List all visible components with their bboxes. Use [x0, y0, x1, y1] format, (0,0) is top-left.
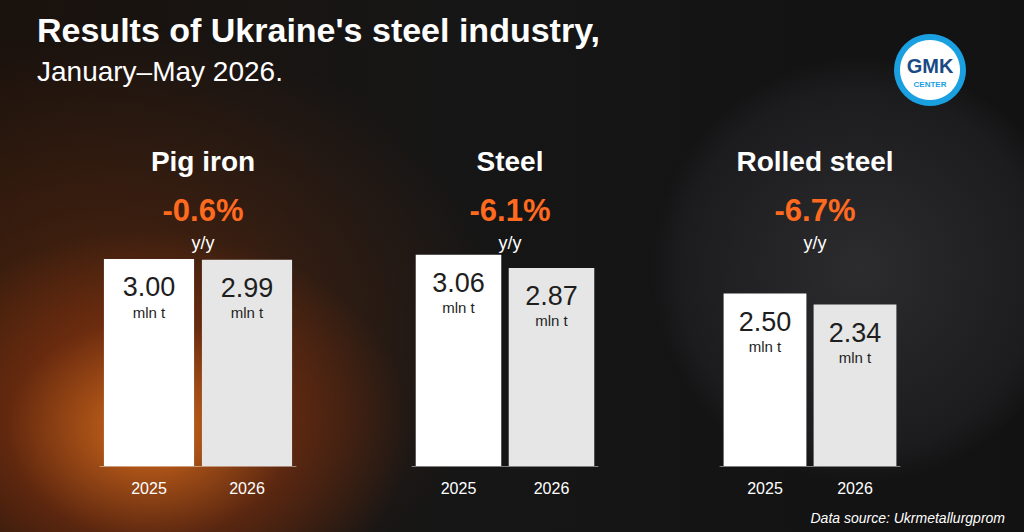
svg-text:mln t: mln t [839, 349, 872, 366]
svg-text:January–May 2026.: January–May 2026. [37, 56, 283, 87]
svg-text:Data source: Ukrmetallurgprom: Data source: Ukrmetallurgprom [810, 510, 1005, 526]
svg-text:Results of Ukraine's steel ind: Results of Ukraine's steel industry, [37, 11, 600, 49]
svg-text:CENTER: CENTER [914, 80, 947, 89]
svg-text:3.00: 3.00 [123, 272, 176, 302]
svg-text:2.50: 2.50 [739, 307, 792, 337]
svg-text:mln t: mln t [133, 304, 166, 321]
svg-text:2.87: 2.87 [525, 281, 578, 311]
svg-text:2026: 2026 [534, 480, 570, 497]
svg-text:3.06: 3.06 [432, 268, 485, 298]
svg-text:2.34: 2.34 [829, 318, 882, 348]
svg-text:GMK: GMK [907, 55, 954, 77]
svg-text:2026: 2026 [229, 480, 265, 497]
svg-text:mln t: mln t [749, 338, 782, 355]
svg-text:-0.6%: -0.6% [163, 193, 244, 228]
svg-text:y/y: y/y [498, 233, 521, 253]
svg-text:mln t: mln t [535, 312, 568, 329]
svg-text:mln t: mln t [231, 304, 264, 321]
svg-text:Rolled steel: Rolled steel [736, 146, 893, 177]
svg-text:mln t: mln t [442, 299, 475, 316]
svg-text:Pig iron: Pig iron [151, 146, 255, 177]
svg-text:-6.1%: -6.1% [470, 193, 551, 228]
svg-text:Steel: Steel [477, 146, 544, 177]
svg-text:2025: 2025 [747, 480, 783, 497]
svg-text:-6.7%: -6.7% [775, 193, 856, 228]
svg-text:2.99: 2.99 [221, 273, 274, 303]
svg-text:y/y: y/y [803, 233, 826, 253]
svg-text:2025: 2025 [131, 480, 167, 497]
svg-text:2025: 2025 [441, 480, 477, 497]
svg-text:y/y: y/y [191, 233, 214, 253]
svg-text:2026: 2026 [837, 480, 873, 497]
